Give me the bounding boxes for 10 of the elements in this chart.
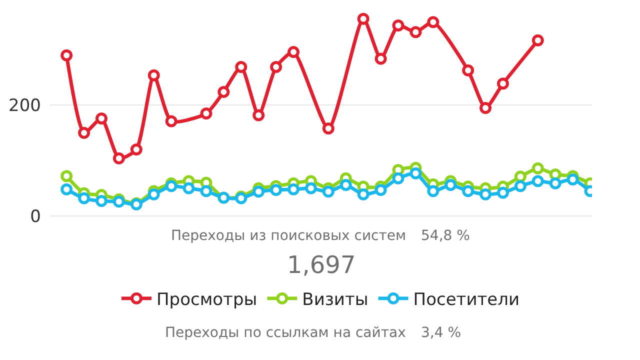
y-tick-label: 200 (8, 96, 41, 116)
annotation: 3,4 % (421, 325, 462, 341)
annotation: Переходы по ссылкам на сайтах (165, 325, 406, 341)
y-tick-label: 0 (30, 206, 41, 227)
annotation: 1,697 (287, 251, 356, 279)
legend-label: Визиты (302, 290, 368, 310)
annotation: 54,8 % (421, 228, 470, 244)
annotation: Переходы из поисковых систем (171, 228, 406, 244)
legend-label: Просмотры (156, 290, 258, 310)
legend-label: Посетители (413, 290, 520, 310)
